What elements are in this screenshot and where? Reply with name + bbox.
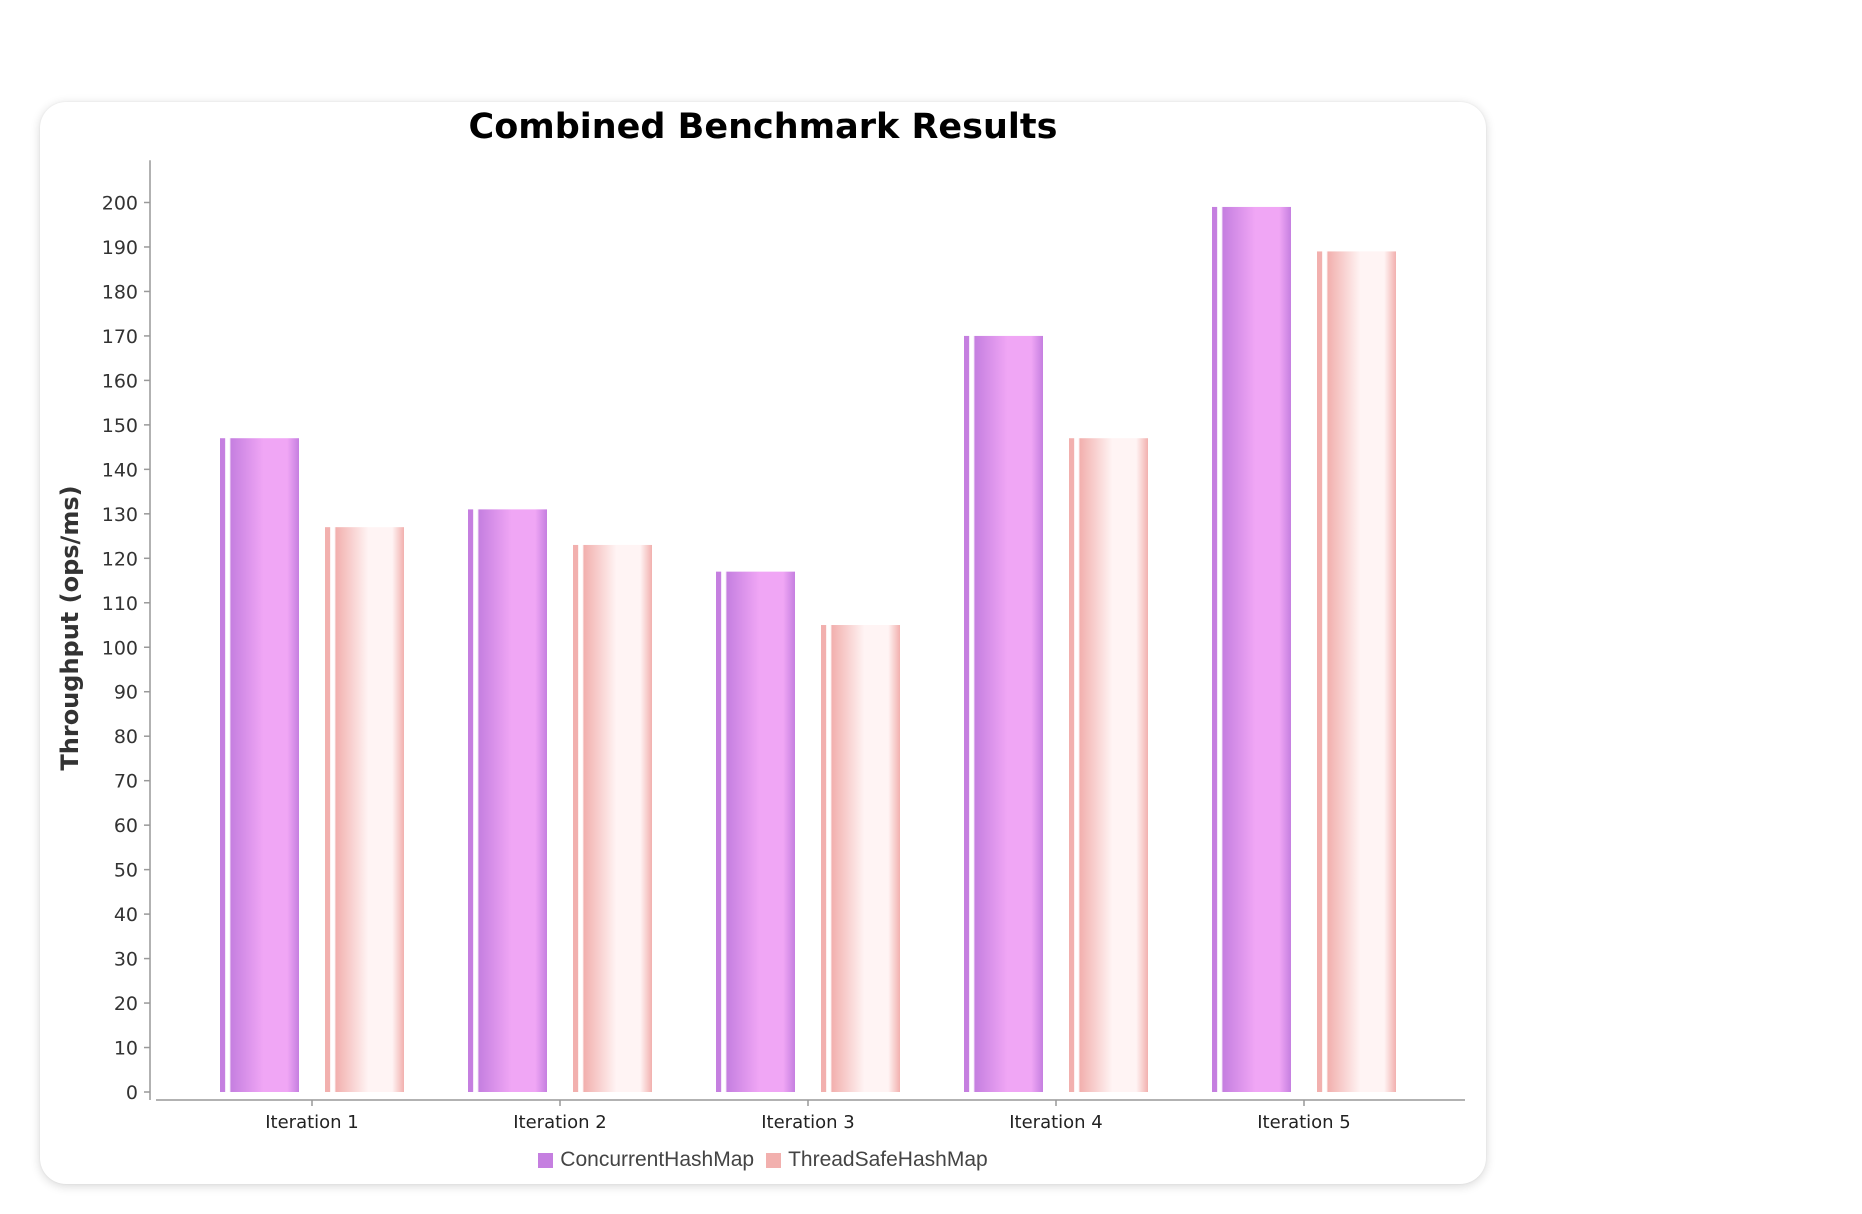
y-tick-label: 150 — [102, 415, 138, 437]
y-tick-label: 190 — [102, 237, 138, 259]
legend-item-threadsafehashmap: ThreadSafeHashMap — [766, 1148, 988, 1172]
y-tick-label: 0 — [126, 1082, 138, 1104]
y-tick-label: 170 — [102, 326, 138, 348]
legend-label-concurrenthashmap: ConcurrentHashMap — [560, 1148, 755, 1171]
y-tick-label: 100 — [102, 637, 138, 659]
y-tick-label: 140 — [102, 459, 138, 481]
y-tick-label: 160 — [102, 370, 138, 392]
y-axis-title: Throughput (ops/ms) — [56, 485, 84, 770]
bar-threadsafehashmap-3 — [821, 625, 900, 1092]
y-tick-label: 50 — [114, 860, 138, 882]
y-tick-label: 80 — [114, 726, 138, 748]
chart-card: Combined Benchmark Results 0 10 20 30 40 50 60… — [40, 102, 1486, 1184]
x-tick-label: Iteration 5 — [1257, 1112, 1351, 1133]
y-tick-label: 90 — [114, 682, 138, 704]
x-tick-label: Iteration 1 — [265, 1112, 359, 1133]
y-tick-label: 30 — [114, 949, 138, 971]
bar-concurrenthashmap-1 — [220, 438, 299, 1092]
y-tick-label: 40 — [114, 904, 138, 926]
x-tick-label: Iteration 4 — [1009, 1112, 1103, 1133]
x-tick-label: Iteration 2 — [513, 1112, 607, 1133]
bar-threadsafehashmap-5 — [1317, 251, 1396, 1093]
y-tick-label: 120 — [102, 548, 138, 570]
y-tick-label: 130 — [102, 504, 138, 526]
y-tick-label: 70 — [114, 771, 138, 793]
legend-swatch-concurrenthashmap — [538, 1152, 554, 1168]
bar-threadsafehashmap-2 — [573, 544, 652, 1092]
y-tick-label: 10 — [114, 1038, 138, 1060]
bar-concurrenthashmap-3 — [716, 571, 795, 1092]
bar-threadsafehashmap-1 — [325, 527, 404, 1092]
x-tick-label: Iteration 3 — [761, 1112, 855, 1133]
chart-title: Combined Benchmark Results — [468, 107, 1058, 147]
bar-chart: 0 10 20 30 40 50 60 70 80 90 100 110 120 130 140 150 160… — [56, 160, 1465, 1133]
bar-threadsafehashmap-4 — [1069, 438, 1148, 1092]
bar-concurrenthashmap-4 — [964, 335, 1043, 1092]
bar-concurrenthashmap-2 — [468, 509, 547, 1092]
legend-label-threadsafehashmap: ThreadSafeHashMap — [788, 1148, 988, 1171]
y-tick-label: 60 — [114, 815, 138, 837]
bar-concurrenthashmap-5 — [1212, 206, 1291, 1092]
legend: ConcurrentHashMap ThreadSafeHashMap — [40, 1148, 1486, 1172]
legend-item-concurrenthashmap: ConcurrentHashMap — [538, 1148, 754, 1172]
legend-swatch-threadsafehashmap — [766, 1152, 782, 1168]
y-tick-label: 110 — [102, 593, 138, 615]
y-tick-label: 180 — [102, 281, 138, 303]
y-tick-label: 200 — [102, 193, 138, 215]
y-tick-label: 20 — [114, 993, 138, 1015]
